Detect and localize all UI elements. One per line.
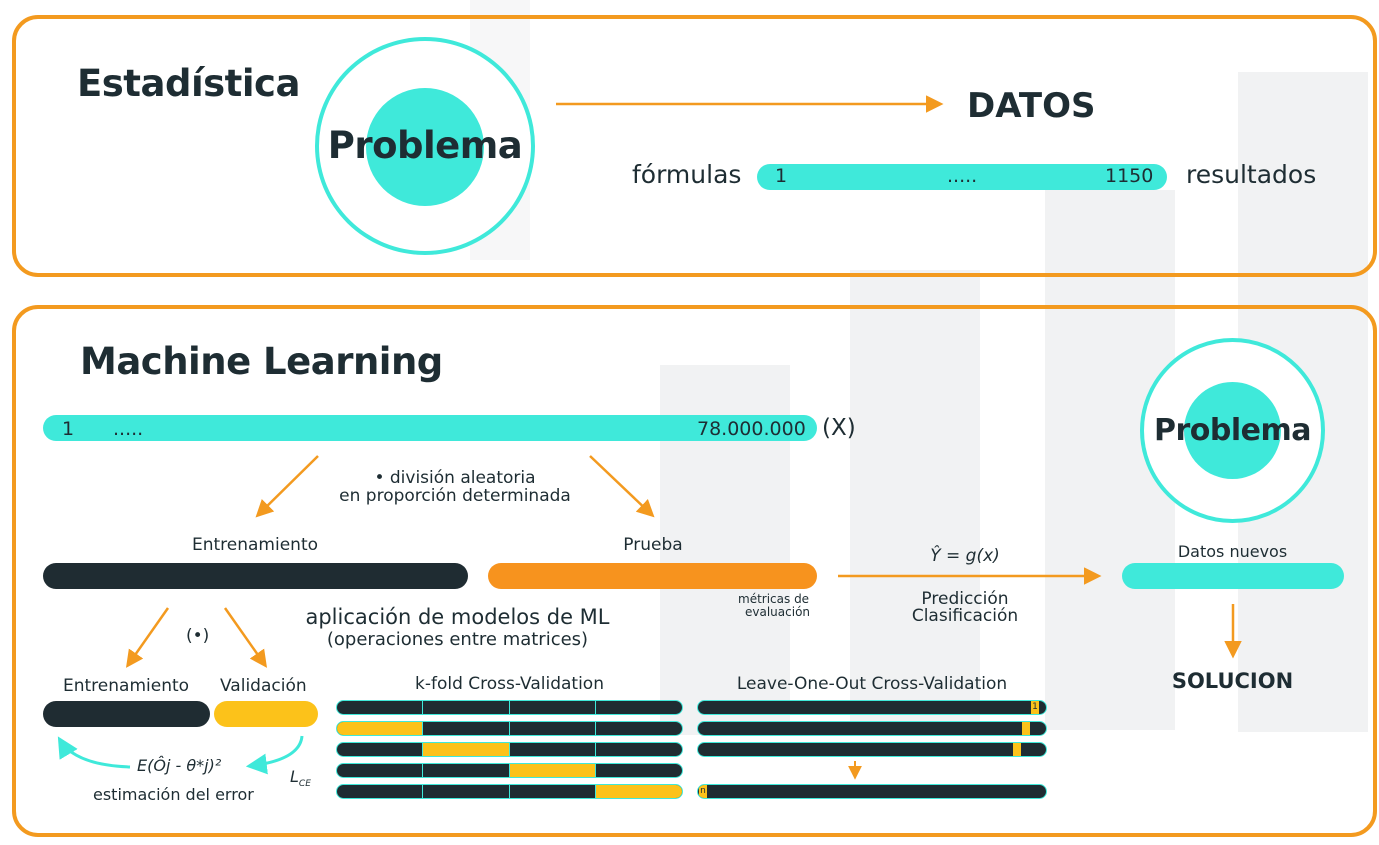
- test-bar: [488, 563, 817, 589]
- kfold-row-1: [336, 700, 683, 715]
- validation-bar: [214, 701, 318, 727]
- sub-train-label: Entrenamiento: [63, 676, 190, 696]
- to-validation-arrow: [223, 607, 268, 668]
- train-label: Entrenamiento: [191, 535, 319, 555]
- dot-label: (•): [186, 626, 210, 646]
- estadistica-panel: [12, 15, 1377, 277]
- estadistica-bar-start: 1: [775, 165, 788, 187]
- estadistica-data-bar: [757, 164, 1167, 190]
- ml-bar-end: 78.000.000: [697, 418, 806, 440]
- ml-bar-start: 1: [62, 418, 75, 440]
- error-arrow-right: [245, 735, 304, 775]
- kfold-row-5: [336, 784, 683, 799]
- train-bar: [43, 563, 468, 589]
- ml-problem-label: Problema: [1153, 413, 1312, 448]
- formulas-label: fórmulas: [632, 160, 742, 189]
- to-sub-train-arrow: [125, 607, 170, 668]
- loo-mark-bottom: n: [699, 785, 707, 798]
- kfold-row-2: [336, 721, 683, 736]
- loo-label: Leave-One-Out Cross-Validation: [736, 674, 1008, 694]
- new-data-label: Datos nuevos: [1177, 542, 1288, 561]
- models-line2: (operaciones entre matrices): [326, 629, 589, 650]
- solution-label: SOLUCION: [1171, 669, 1294, 693]
- split-to-test-arrow: [589, 455, 655, 518]
- loo-row-3: [697, 742, 1047, 757]
- problem-dot: [366, 88, 484, 206]
- datos-label: DATOS: [967, 86, 1096, 126]
- formula-label: Ŷ = g(x): [930, 546, 1000, 566]
- kfold-row-3: [336, 742, 683, 757]
- estadistica-bar-mid: .....: [947, 165, 978, 187]
- problem-label: Problema: [327, 124, 523, 167]
- lce-label: LCE: [290, 767, 311, 790]
- ml-bar-mid: .....: [113, 418, 144, 440]
- error-formula: E(Ôj - θ*j)²: [137, 756, 222, 775]
- kfold-row-4: [336, 763, 683, 778]
- loo-row-2: [697, 721, 1047, 736]
- prediction-line1: Predicción: [921, 589, 1009, 609]
- sub-train-bar: [43, 701, 210, 727]
- metrics-line1: métricas de: [738, 592, 810, 606]
- kfold-label: k-fold Cross-Validation: [415, 674, 604, 694]
- resultados-label: resultados: [1186, 160, 1317, 189]
- estadistica-bar-end: 1150: [1105, 165, 1154, 187]
- estadistica-title: Estadística: [77, 62, 300, 105]
- error-label: estimación del error: [93, 785, 254, 804]
- validation-label: Validación: [220, 676, 307, 696]
- ml-title: Machine Learning: [80, 340, 443, 383]
- loo-row-1: 1: [697, 700, 1047, 715]
- loo-row-4: n: [697, 784, 1047, 799]
- split-line1: • división aleatoria: [374, 468, 536, 488]
- test-label: Prueba: [623, 535, 683, 555]
- metrics-line2: evaluación: [745, 605, 811, 619]
- split-to-train-arrow: [255, 455, 319, 518]
- problem-ring: [315, 37, 535, 255]
- prediction-line2: Clasificación: [911, 606, 1019, 626]
- new-data-bar: [1122, 563, 1344, 589]
- models-line1: aplicación de modelos de ML: [305, 605, 610, 629]
- ml-data-bar: [43, 415, 817, 441]
- x-label: (X): [822, 415, 856, 441]
- split-line2: en proporción determinada: [339, 486, 571, 506]
- ml-problem-dot: [1184, 382, 1281, 479]
- error-arrow-left: [57, 736, 131, 769]
- ml-panel: [12, 305, 1377, 837]
- loo-mark-top: 1: [1031, 701, 1039, 714]
